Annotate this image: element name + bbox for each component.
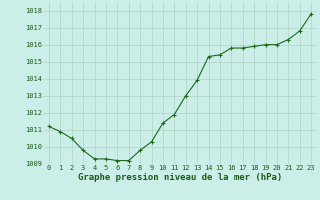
X-axis label: Graphe pression niveau de la mer (hPa): Graphe pression niveau de la mer (hPa) — [78, 173, 282, 182]
